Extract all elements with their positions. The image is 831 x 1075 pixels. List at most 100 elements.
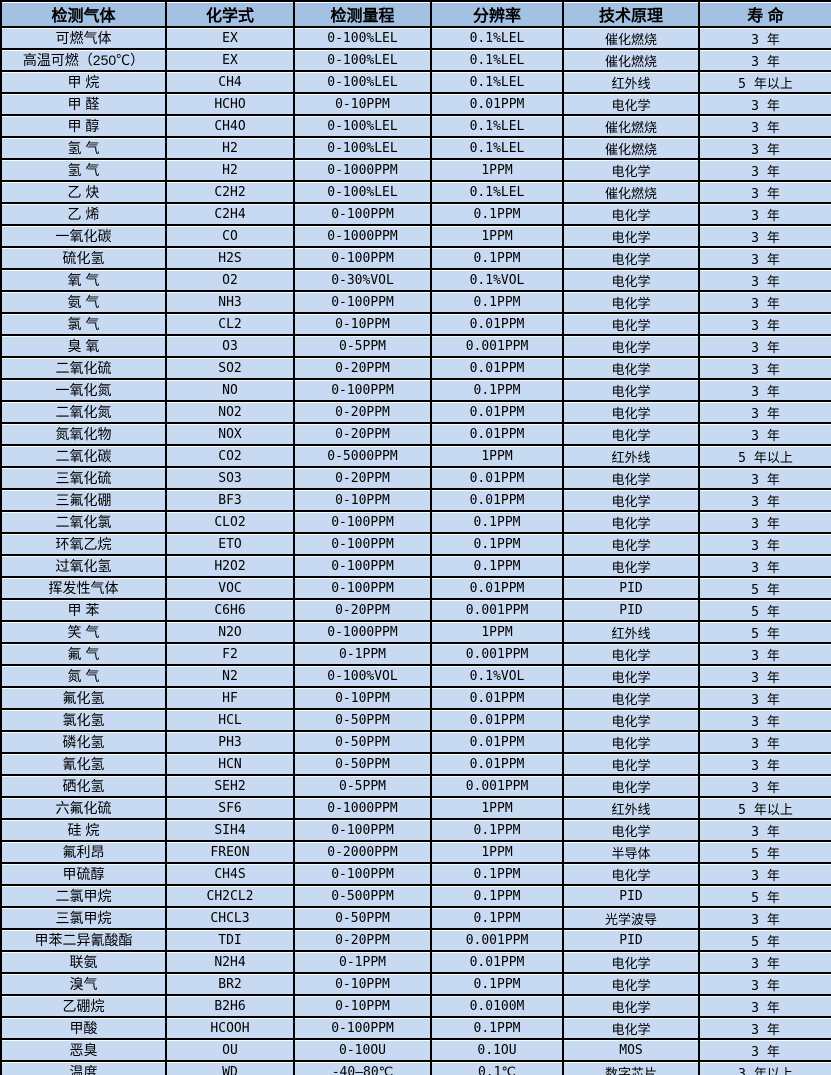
cell-range: 0-100%LEL: [293, 70, 432, 94]
cell-resolution: 0.001PPM: [430, 774, 564, 798]
table-row: 一氧化碳 CO 0-1000PPM 1PPM 电化学 3 年: [0, 224, 831, 248]
cell-principle: 电化学: [562, 466, 700, 490]
cell-lifespan: 3 年: [698, 202, 831, 226]
cell-principle: 电化学: [562, 356, 700, 380]
table-row: 氰化氢 HCN 0-50PPM 0.01PPM 电化学 3 年: [0, 752, 831, 776]
cell-resolution: 1PPM: [430, 444, 564, 468]
cell-resolution: 0.01PPM: [430, 708, 564, 732]
cell-formula: C2H4: [165, 202, 295, 226]
cell-range: 0-1PPM: [293, 642, 432, 666]
cell-principle: 红外线: [562, 444, 700, 468]
table-row: 甲 醛 HCHO 0-10PPM 0.01PPM 电化学 3 年: [0, 92, 831, 116]
cell-resolution: 0.1%LEL: [430, 48, 564, 72]
cell-gas: 二氧化氯: [0, 510, 167, 534]
cell-gas: 二氧化碳: [0, 444, 167, 468]
cell-resolution: 0.01PPM: [430, 752, 564, 776]
cell-resolution: 0.1%VOL: [430, 268, 564, 292]
cell-range: 0-50PPM: [293, 730, 432, 754]
cell-gas: 甲 烷: [0, 70, 167, 94]
cell-gas: 氯 气: [0, 312, 167, 336]
cell-range: 0-100%LEL: [293, 48, 432, 72]
cell-resolution: 0.1PPM: [430, 378, 564, 402]
cell-lifespan: 3 年: [698, 246, 831, 270]
cell-lifespan: 5 年: [698, 884, 831, 908]
table-row: 甲 烷 CH4 0-100%LEL 0.1%LEL 红外线 5 年以上: [0, 70, 831, 94]
cell-gas: 硅 烷: [0, 818, 167, 842]
table-header: 检测气体 化学式 检测量程 分辨率 技术原理寿 命: [0, 0, 831, 28]
cell-formula: C2H2: [165, 180, 295, 204]
cell-formula: N2: [165, 664, 295, 688]
cell-resolution: 0.0100M: [430, 994, 564, 1018]
cell-principle: 电化学: [562, 312, 700, 336]
cell-gas: 氨 气: [0, 290, 167, 314]
table-row: 甲酸 HCOOH 0-100PPM 0.1PPM 电化学 3 年: [0, 1016, 831, 1040]
cell-resolution: 0.1%LEL: [430, 26, 564, 50]
cell-resolution: 0.01PPM: [430, 400, 564, 424]
cell-gas: 高温可燃（250℃）: [0, 48, 167, 72]
cell-gas: 氧 气: [0, 268, 167, 292]
table-row: 甲 苯 C6H6 0-20PPM 0.001PPM PID 5 年: [0, 598, 831, 622]
cell-gas: 氢 气: [0, 158, 167, 182]
cell-formula: NO2: [165, 400, 295, 424]
table-row: 二氧化氮 NO2 0-20PPM 0.01PPM 电化学 3 年: [0, 400, 831, 424]
cell-principle: PID: [562, 884, 700, 908]
cell-resolution: 0.01PPM: [430, 950, 564, 974]
cell-range: 0-50PPM: [293, 752, 432, 776]
cell-lifespan: 3 年: [698, 136, 831, 160]
cell-lifespan: 3 年: [698, 290, 831, 314]
cell-range: 0-100%LEL: [293, 136, 432, 160]
cell-range: 0-100PPM: [293, 246, 432, 270]
cell-principle: PID: [562, 576, 700, 600]
table-row: 高温可燃（250℃） EX 0-100%LEL 0.1%LEL 催化燃烧 3 年: [0, 48, 831, 72]
cell-gas: 氮 气: [0, 664, 167, 688]
column-header-principle: 技术原理: [562, 0, 700, 28]
cell-gas: 氟 气: [0, 642, 167, 666]
cell-gas: 过氧化氢: [0, 554, 167, 578]
cell-formula: SIH4: [165, 818, 295, 842]
cell-gas: 氯化氢: [0, 708, 167, 732]
table-row: 二氧化硫 SO2 0-20PPM 0.01PPM 电化学 3 年: [0, 356, 831, 380]
cell-range: 0-5PPM: [293, 774, 432, 798]
cell-range: 0-10PPM: [293, 92, 432, 116]
cell-formula: EX: [165, 48, 295, 72]
cell-resolution: 0.1PPM: [430, 246, 564, 270]
table-row: 溴气 BR2 0-10PPM 0.1PPM 电化学 3 年: [0, 972, 831, 996]
cell-range: 0-500PPM: [293, 884, 432, 908]
table-row: 联氨 N2H4 0-1PPM 0.01PPM 电化学 3 年: [0, 950, 831, 974]
table-row: 六氟化硫 SF6 0-1000PPM 1PPM 红外线 5 年以上: [0, 796, 831, 820]
cell-formula: SF6: [165, 796, 295, 820]
cell-range: 0-100%LEL: [293, 114, 432, 138]
cell-range: 0-1000PPM: [293, 224, 432, 248]
cell-formula: SO3: [165, 466, 295, 490]
cell-principle: 电化学: [562, 642, 700, 666]
cell-resolution: 0.1PPM: [430, 202, 564, 226]
cell-gas: 一氧化氮: [0, 378, 167, 402]
cell-principle: 电化学: [562, 488, 700, 512]
table-row: 硫化氢 H2S 0-100PPM 0.1PPM 电化学 3 年: [0, 246, 831, 270]
cell-formula: BF3: [165, 488, 295, 512]
cell-resolution: 0.001PPM: [430, 928, 564, 952]
cell-range: 0-100PPM: [293, 378, 432, 402]
cell-lifespan: 3 年: [698, 334, 831, 358]
cell-lifespan: 3 年: [698, 906, 831, 930]
header-row: 检测气体 化学式 检测量程 分辨率 技术原理寿 命: [0, 0, 831, 28]
table-row: 氯化氢 HCL 0-50PPM 0.01PPM 电化学 3 年: [0, 708, 831, 732]
table-row: 环氧乙烷 ETO 0-100PPM 0.1PPM 电化学 3 年: [0, 532, 831, 556]
cell-lifespan: 3 年: [698, 730, 831, 754]
cell-formula: CH2CL2: [165, 884, 295, 908]
cell-gas: 氰化氢: [0, 752, 167, 776]
cell-range: 0-10PPM: [293, 972, 432, 996]
cell-gas: 硒化氢: [0, 774, 167, 798]
cell-formula: CH4O: [165, 114, 295, 138]
cell-range: 0-100PPM: [293, 818, 432, 842]
cell-lifespan: 3 年: [698, 466, 831, 490]
cell-lifespan: 5 年: [698, 620, 831, 644]
cell-formula: HCHO: [165, 92, 295, 116]
cell-formula: CH4: [165, 70, 295, 94]
cell-resolution: 0.1PPM: [430, 510, 564, 534]
table-row: 甲苯二异氰酸酯 TDI 0-20PPM 0.001PPM PID 5 年: [0, 928, 831, 952]
cell-principle: 数字芯片: [562, 1060, 700, 1075]
table-row: 氮氧化物 NOX 0-20PPM 0.01PPM 电化学 3 年: [0, 422, 831, 446]
cell-formula: EX: [165, 26, 295, 50]
cell-lifespan: 5 年以上: [698, 444, 831, 468]
